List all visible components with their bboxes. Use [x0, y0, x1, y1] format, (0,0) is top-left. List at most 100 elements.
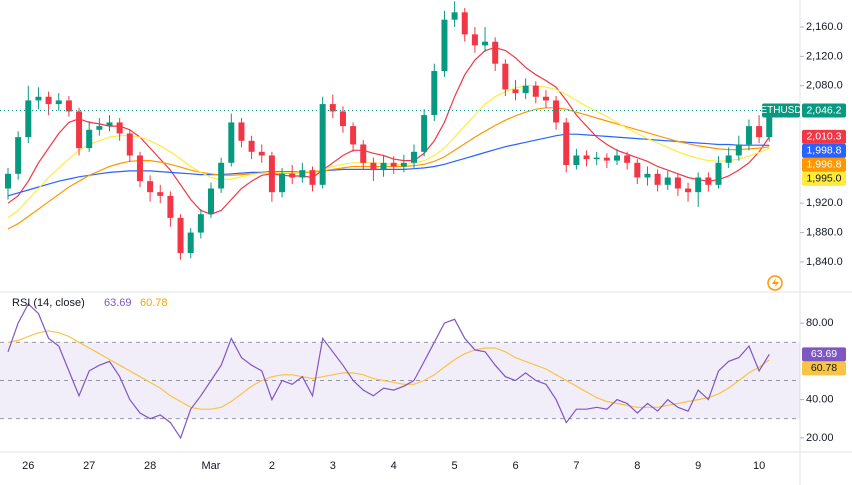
ma-last-label: 2,010.3: [806, 131, 841, 143]
ma-last-label: 1,996.8: [806, 159, 841, 171]
candle-body: [268, 155, 275, 193]
candle-body: [583, 155, 590, 160]
candle-body: [695, 177, 702, 193]
candle-body: [228, 122, 235, 163]
last-price-label-box: [802, 103, 846, 118]
x-tick-label: Mar: [202, 460, 221, 472]
rsi-ma-line: [7, 330, 770, 410]
ma-last-label-box: [802, 171, 846, 186]
candle-body: [482, 41, 489, 46]
candle-body: [197, 214, 204, 233]
y-tick-label: 2,080.0: [806, 80, 843, 92]
candle-body: [624, 155, 631, 163]
candle-body: [471, 34, 478, 46]
x-tick-label: 2: [269, 460, 275, 472]
rsi-last-label: 60.78: [811, 362, 837, 374]
candle-body: [258, 151, 265, 156]
candle-body: [756, 126, 763, 138]
x-tick-label: 8: [634, 460, 640, 472]
y-tick-label: 1,920.0: [806, 197, 843, 209]
x-tick-label: 4: [391, 460, 397, 472]
ma-last-label: 1,998.8: [806, 145, 841, 157]
candle-body: [279, 173, 286, 193]
candle-body: [177, 217, 184, 254]
rsi-legend: RSI (14, close) 63.69 60.78: [12, 297, 168, 309]
alert-bolt: [772, 278, 779, 288]
candle-body: [390, 162, 397, 167]
candle-body: [299, 170, 306, 178]
symbol-tag: ETHUSD: [760, 105, 801, 116]
candle-body: [116, 122, 123, 134]
candle-body: [319, 104, 326, 185]
candle-body: [86, 129, 93, 149]
rsi-legend-value: 63.69: [104, 297, 132, 309]
candle-body: [603, 157, 610, 161]
candle-body: [25, 100, 32, 138]
y-tick-label: 1,840.0: [806, 256, 843, 268]
x-tick-label: 7: [573, 460, 579, 472]
candle-body: [674, 177, 681, 189]
candle-body: [421, 115, 428, 152]
candle-body: [76, 111, 83, 149]
candle-body: [350, 126, 357, 145]
candle-body: [715, 162, 722, 185]
candle-body: [644, 173, 651, 178]
candle-body: [370, 162, 377, 171]
y-tick-label: 2,120.0: [806, 50, 843, 62]
moving-average-line: [7, 46, 770, 215]
x-tick-label: 26: [22, 460, 34, 472]
x-tick-label: 27: [83, 460, 95, 472]
candle-body: [502, 63, 509, 90]
moving-average-line: [7, 107, 770, 230]
candle-body: [5, 173, 11, 189]
ma-last-label-box: [802, 157, 846, 172]
candle-body: [238, 122, 245, 141]
candles: [5, 1, 773, 260]
candle-body: [126, 133, 133, 156]
candle-body: [218, 162, 225, 189]
rsi-last-label: 63.69: [811, 348, 837, 360]
y-tick-label: 20.00: [806, 432, 834, 444]
rsi-line: [7, 303, 770, 440]
candle-body: [380, 162, 387, 171]
candle-body: [187, 232, 194, 254]
candle-body: [441, 19, 448, 72]
candle-body: [167, 195, 174, 218]
rsi-title: RSI (14, close): [12, 297, 85, 309]
candle-body: [593, 157, 600, 160]
candle-body: [451, 12, 458, 20]
candle-body: [248, 140, 255, 152]
candle-body: [329, 104, 336, 112]
candle-body: [208, 188, 214, 215]
rsi-last-label-box: [802, 347, 846, 362]
x-tick-label: 3: [330, 460, 336, 472]
candle-body: [654, 173, 661, 185]
candle-body: [35, 96, 42, 101]
x-tick-label: 6: [512, 460, 518, 472]
candle-body: [634, 162, 641, 178]
ma-last-label-box: [802, 129, 846, 144]
x-tick-label: 28: [144, 460, 156, 472]
y-tick-label: 80.00: [806, 317, 834, 329]
candle-body: [705, 177, 712, 185]
rsi-last-label-box: [802, 361, 846, 376]
candle-body: [157, 192, 164, 196]
x-tick-label: 9: [695, 460, 701, 472]
candle-body: [492, 41, 499, 64]
candle-body: [664, 177, 671, 185]
candle-body: [461, 12, 468, 35]
candle-body: [65, 100, 72, 112]
candle-body: [766, 110, 773, 138]
candle-body: [96, 126, 103, 130]
alert-circle: [767, 275, 783, 291]
alert-icon[interactable]: [767, 275, 783, 291]
candle-body: [735, 144, 742, 156]
candle-body: [614, 155, 620, 161]
x-tick-label: 5: [452, 460, 458, 472]
candle-body: [136, 155, 143, 182]
candle-body: [309, 170, 316, 185]
candle-body: [339, 111, 346, 127]
candle-body: [147, 181, 154, 193]
